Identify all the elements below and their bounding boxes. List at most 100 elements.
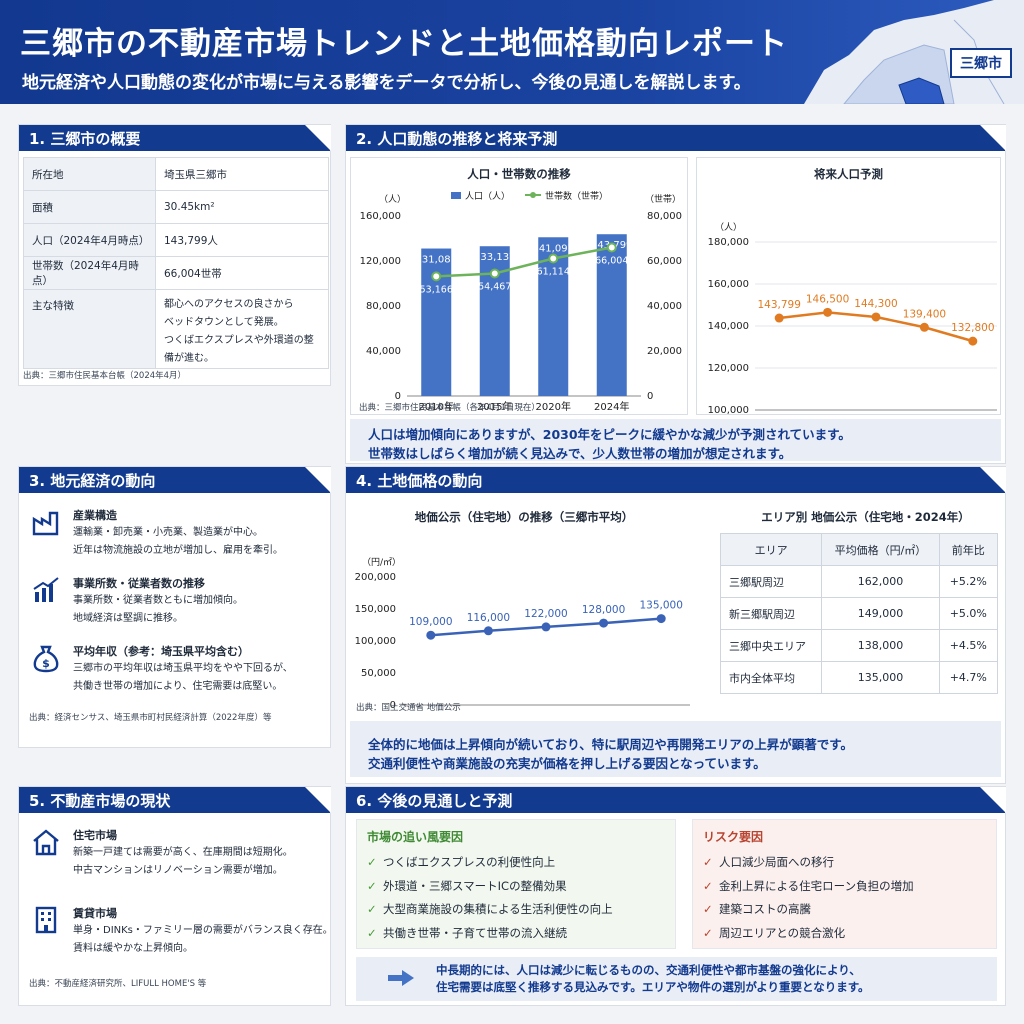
check-icon: ✓ <box>367 902 377 916</box>
list-text: 外環道・三郷スマートICの整備効果 <box>383 878 567 893</box>
summary-line: 世帯数はしばらく増加が続く見込みで、少人数世帯の増加が想定されます。 <box>368 446 792 461</box>
population-chart-panel: 人口・世帯数の推移 0 40,000 80,000 120,000 160,000 0 20… <box>350 157 688 415</box>
bar-chart-icon <box>33 577 59 602</box>
building-icon <box>35 906 57 934</box>
population-panel: 2. 人口動態の推移と将来予測 人口・世帯数の推移 0 40,000 80,000 1… <box>345 124 1006 464</box>
desc-line: 共働き世帯の増加により、住宅需要は底堅い。 <box>73 681 283 692</box>
data-label: 144,300 <box>854 298 897 310</box>
data-label: 132,800 <box>951 322 994 334</box>
x-tick-label: 2035年 <box>858 415 893 416</box>
table-row: 人口（2024年4月時点） 143,799人 <box>23 223 329 257</box>
item-title: 事業所数・従業者数の推移 <box>73 577 205 590</box>
item-title: 産業構造 <box>73 509 117 522</box>
data-point <box>656 614 666 624</box>
map-label: 三郷市 <box>950 48 1012 78</box>
list-item: ✓ 外環道・三郷スマートICの整備効果 <box>367 878 613 902</box>
y-tick-label: 200,000 <box>355 572 396 583</box>
y-right-tick-label: 40,000 <box>647 301 682 312</box>
list-text: つくばエクスプレスの利便性向上 <box>383 855 556 869</box>
y-tick-label: 50,000 <box>361 668 396 679</box>
economy-title: 3. 地元経済の動向 <box>19 467 331 493</box>
data-label: 146,500 <box>806 293 849 305</box>
summary-line: 全体的に地価は上昇傾向が続いており、特に駅周辺や再開発エリアの上昇が顕著です。 <box>368 737 854 752</box>
area-cell: 新三郷駅周辺 <box>719 597 823 630</box>
row-key: 主な特徴 <box>23 289 156 369</box>
item-title: 住宅市場 <box>73 829 117 842</box>
data-label: 139,400 <box>903 308 946 320</box>
population-bar <box>421 248 452 396</box>
forecast-chart-panel: 将来人口予測 100,000 120,000 140,000 160,000 180,0… <box>696 157 1001 416</box>
x-tick-label: 2024年 <box>761 415 796 416</box>
area-price-table: エリア 平均価格（円/㎡） 前年比 三郷駅周辺 162,000 +5.2% 新三郷駅… <box>719 533 999 694</box>
row-key: 所在地 <box>23 157 156 191</box>
summary-line: 交通利便性や商業施設の充実が価格を押し上げる要因となっています。 <box>368 756 766 771</box>
desc-line: 新築一戸建ては需要が高く、在庫期間は短期化。 <box>73 847 293 858</box>
desc-line: 三郷市の平均年収は埼玉県平均をやや下回るが、 <box>73 663 293 674</box>
list-text: 大型商業施設の集積による生活利便性の向上 <box>383 902 613 916</box>
economy-panel: 3. 地元経済の動向 産業構造 運輸業・卸売業・小売業、製造業が中心。 近年は物流… <box>18 466 331 748</box>
check-icon: ✓ <box>367 878 377 893</box>
header-cell: 前年比 <box>938 533 999 566</box>
change-cell: +4.7% <box>938 661 999 694</box>
price-cell: 135,000 <box>821 661 940 694</box>
table-row: 新三郷駅周辺 149,000 +5.0% <box>719 597 999 630</box>
change-cell: +4.5% <box>938 629 999 662</box>
table-row: 三郷駅周辺 162,000 +5.2% <box>719 565 999 598</box>
x-tick-label: 2020年 <box>536 400 571 413</box>
overview-panel: 1. 三郷市の概要 所在地 埼玉県三郷市 面積 30.45km² 人口（2024年4… <box>18 124 331 386</box>
population-title: 2. 人口動態の推移と将来予測 <box>346 125 1006 151</box>
table-row: 主な特徴 都心へのアクセスの良さから ベッドタウンとして発展。 つくばエクスプレ… <box>23 289 329 369</box>
land-title: 4. 土地価格の動向 <box>346 467 1006 493</box>
chart-source: 出典：三郷市住民基本台帳（各年4月1日現在） <box>359 402 540 413</box>
x-tick-label: 2040年 <box>907 415 942 416</box>
line-value-label: 54,467 <box>478 281 511 292</box>
row-value: 30.45km² <box>155 190 329 224</box>
summary-line: 住宅需要は底堅く推移する見込みです。エリアや物件の選別がより重要となります。 <box>436 980 870 994</box>
y-right-tick-label: 60,000 <box>647 256 682 267</box>
outlook-conclusion: 中長期的には、人口は減少に転じるものの、交通利便性や都市基盤の強化により、 住宅… <box>356 957 997 1001</box>
factory-icon <box>32 511 59 536</box>
price-cell: 149,000 <box>821 597 940 630</box>
data-point <box>599 618 609 628</box>
bar-value-label: 133,137 <box>474 252 515 263</box>
outlook-panel: 6. 今後の見通しと予測 市場の追い風要因 ✓ つくばエクスプレスの利便性向上 ✓… <box>345 786 1006 1006</box>
data-label: 116,000 <box>467 612 510 624</box>
features-cell: 都心へのアクセスの良さから ベッドタウンとして発展。 つくばエクスプレスや外環道… <box>155 289 329 369</box>
data-point <box>968 336 978 346</box>
check-icon: ✓ <box>703 925 713 940</box>
price-cell: 138,000 <box>821 629 940 662</box>
item-desc: 新築一戸建ては需要が高く、在庫期間は短期化。 中古マンションはリノベーション需要が… <box>73 844 293 880</box>
item-title: 賃貸市場 <box>73 907 117 920</box>
y-tick-label: 140,000 <box>708 321 749 332</box>
row-key: 面積 <box>23 190 156 224</box>
x-tick-label: 2030年 <box>810 415 845 416</box>
row-value: 66,004世帯 <box>155 256 329 290</box>
y-right-axis-unit: （世帯） <box>645 193 681 205</box>
header-cell: エリア <box>719 533 823 566</box>
legend-swatch-population <box>451 192 461 199</box>
economy-source: 出典：経済センサス、埼玉県市町村民経済計算（2022年度）等 <box>29 713 272 723</box>
outlook-title: 6. 今後の見通しと予測 <box>346 787 1006 813</box>
header-cell: 平均価格（円/㎡） <box>821 533 940 566</box>
x-tick-label: 2010年 <box>419 400 454 413</box>
list-item: ✓ 建築コストの高騰 <box>703 901 914 925</box>
y-right-tick-label: 0 <box>647 391 653 402</box>
households-point <box>548 253 559 264</box>
list-item: ✓ つくばエクスプレスの利便性向上 <box>367 854 613 878</box>
land-source: 出典：国土交通省 地価公示 <box>356 703 461 713</box>
list-text: 人口減少局面への移行 <box>719 855 834 869</box>
check-icon: ✓ <box>703 878 713 893</box>
item-desc: 三郷市の平均年収は埼玉県平均をやや下回るが、 共働き世帯の増加により、住宅需要は底… <box>73 660 293 696</box>
desc-line: 運輸業・卸売業・小売業、製造業が中心。 <box>73 527 263 538</box>
y-axis-unit: （人） <box>715 222 742 233</box>
data-label: 109,000 <box>409 616 452 628</box>
list-item: ✓ 金利上昇による住宅ローン負担の増加 <box>703 878 914 902</box>
feature-line: つくばエクスプレスや外環道の整備が進む。 <box>164 335 314 364</box>
price-cell: 162,000 <box>821 565 940 598</box>
table-row: 世帯数（2024年4月時点） 66,004世帯 <box>23 256 329 290</box>
y-tick-label: 160,000 <box>360 211 401 222</box>
change-cell: +5.0% <box>938 597 999 630</box>
market-panel: 5. 不動産市場の現状 住宅市場 新築一戸建ては需要が高く、在庫期間は短期化。中… <box>18 786 333 1006</box>
data-label: 122,000 <box>524 608 567 620</box>
y-axis-unit: （円/㎡） <box>362 557 401 568</box>
